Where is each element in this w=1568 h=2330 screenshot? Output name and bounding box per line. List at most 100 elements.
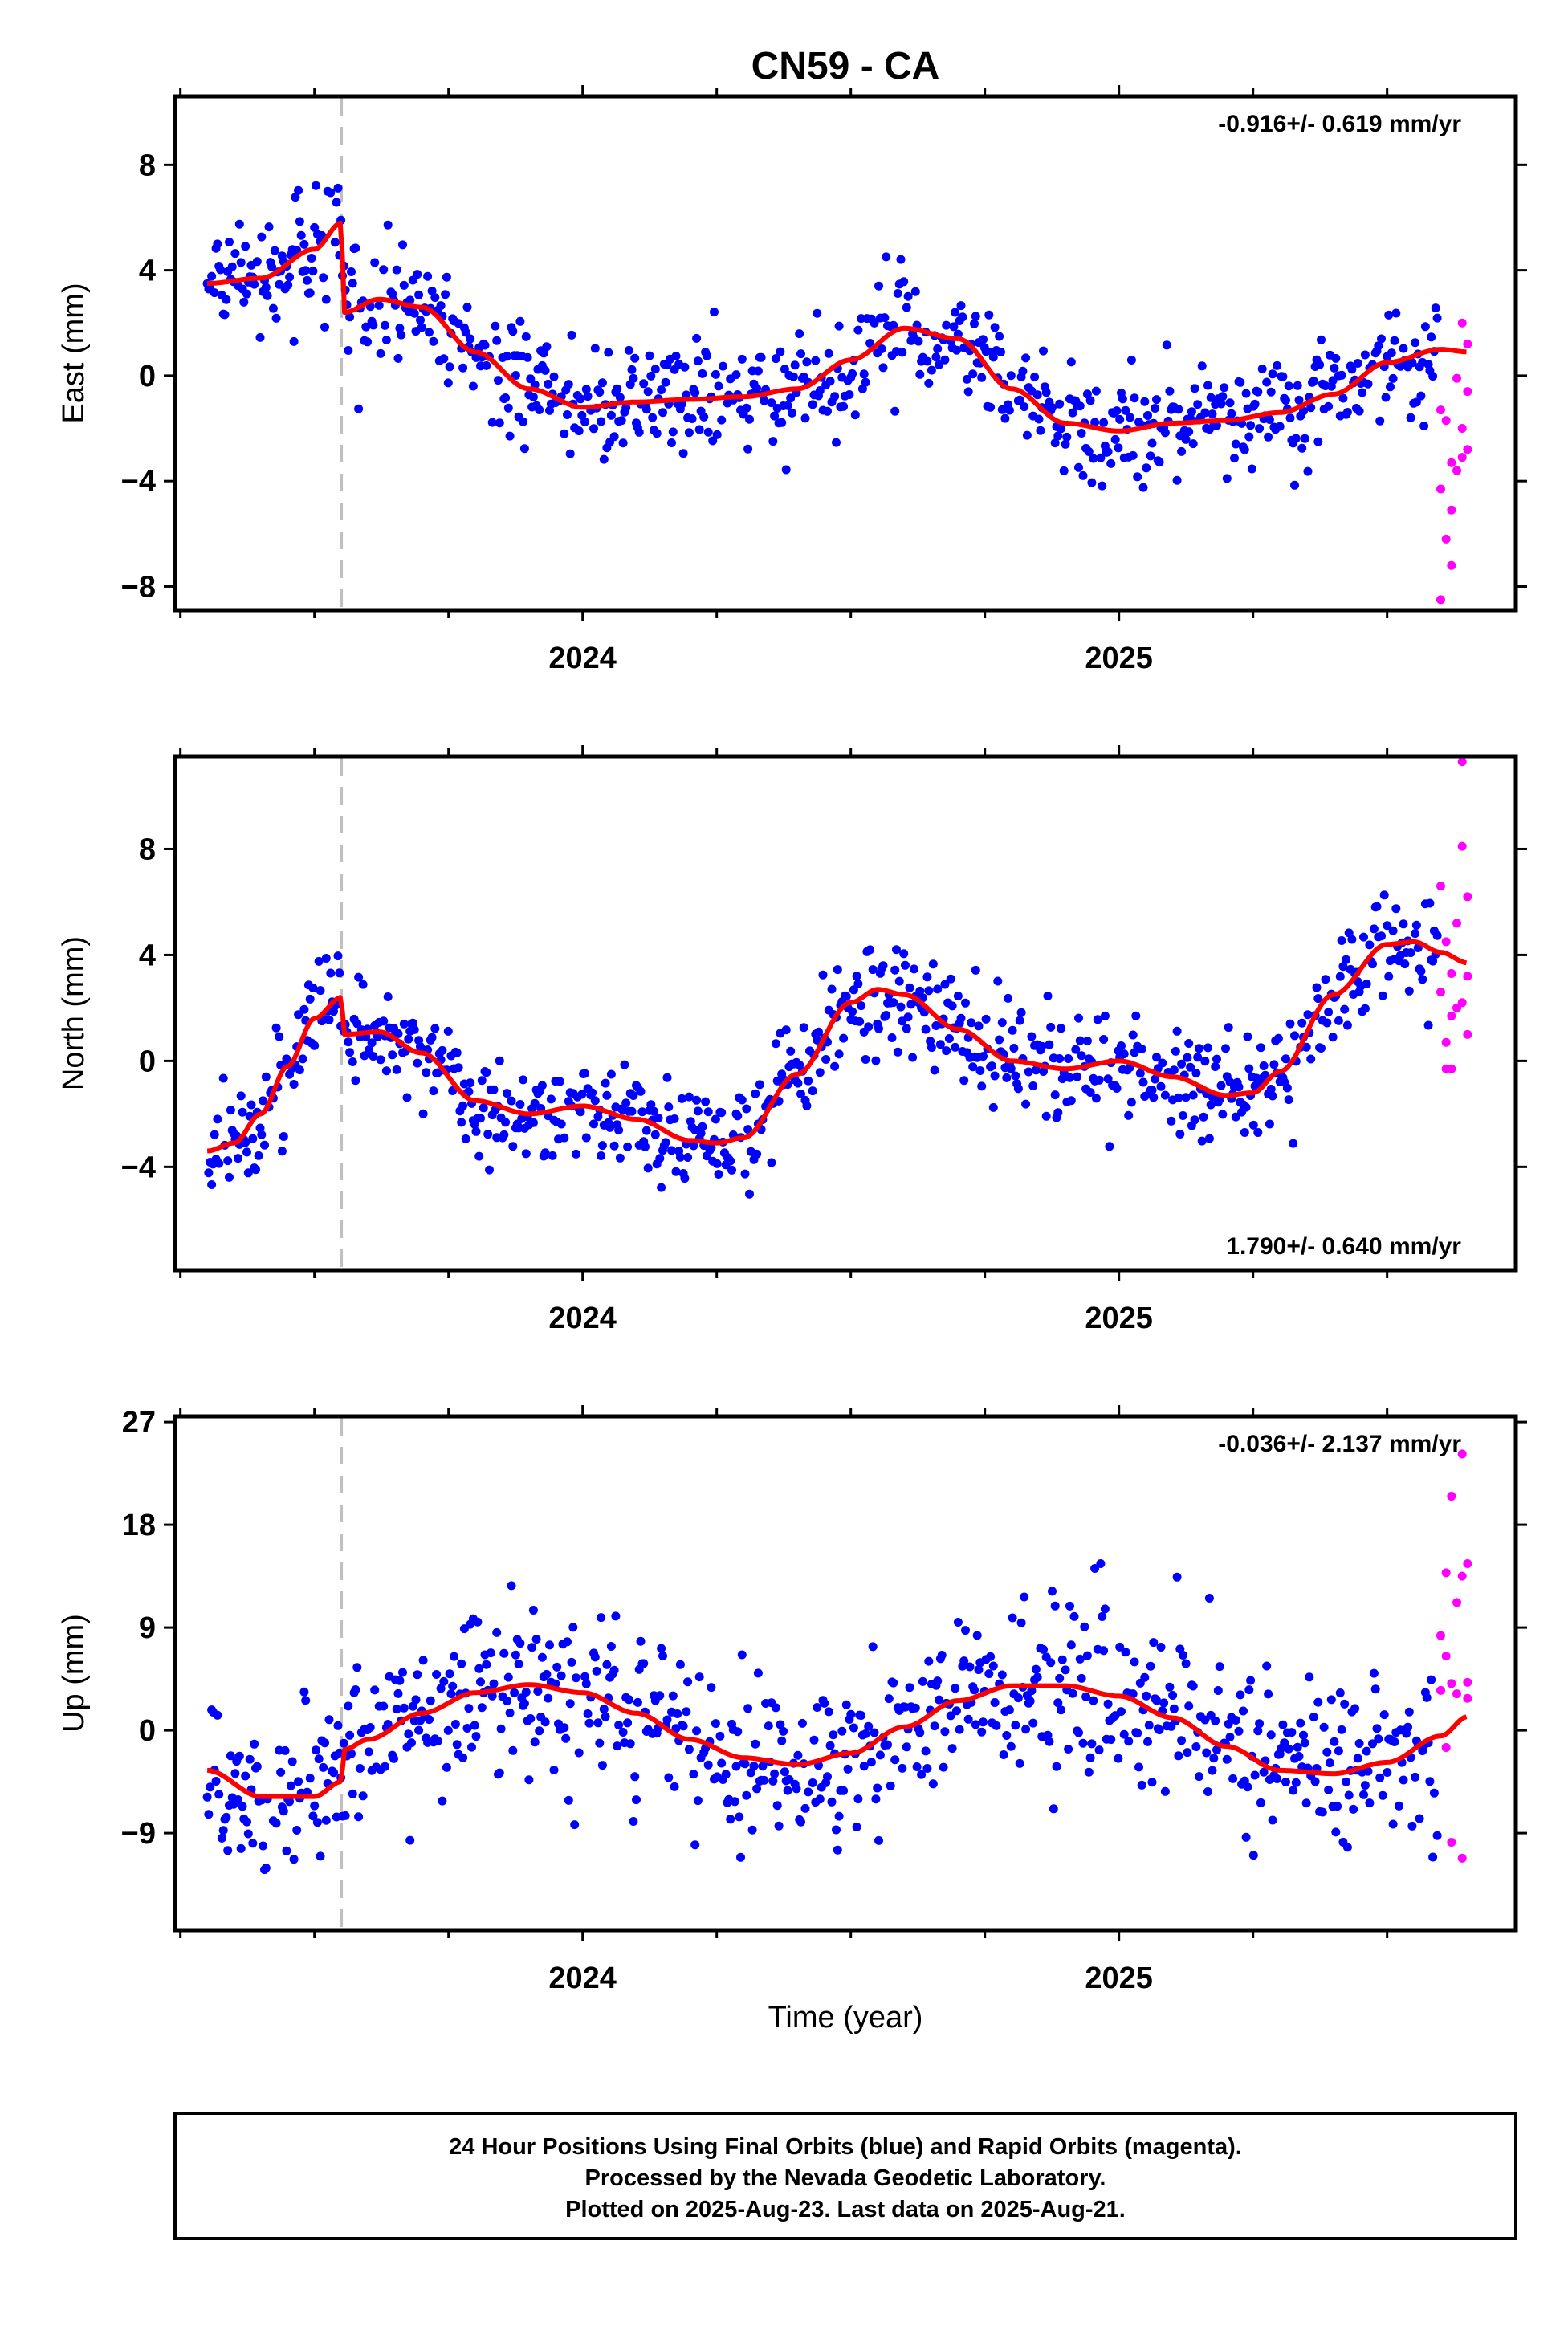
final-point xyxy=(597,1761,607,1770)
final-point xyxy=(1407,358,1417,368)
rapid-point xyxy=(1463,445,1472,454)
model-curve xyxy=(206,1682,1468,1799)
final-point xyxy=(786,1046,796,1056)
final-point xyxy=(882,252,891,262)
up-panel: −9 0 9 18 27 2024 2025 Up (mm) -0.036+/- 2.137 m… xyxy=(57,1405,1527,1995)
final-point xyxy=(784,1774,794,1784)
final-point xyxy=(1429,1788,1439,1798)
final-point xyxy=(312,1745,320,1755)
caption-line-1: 24 Hour Positions Using Final Orbits (bl… xyxy=(449,2134,1242,2160)
final-point xyxy=(993,976,1003,986)
final-point xyxy=(409,308,419,318)
final-point xyxy=(1094,1075,1104,1085)
final-point xyxy=(829,1730,838,1740)
final-point xyxy=(1080,1622,1089,1631)
rapid-point xyxy=(1452,1598,1462,1607)
final-point xyxy=(210,288,219,298)
final-point xyxy=(595,388,605,397)
final-point xyxy=(1099,1035,1109,1044)
final-point xyxy=(979,1717,988,1727)
final-point xyxy=(1006,1064,1016,1073)
final-point xyxy=(818,970,828,980)
final-point xyxy=(1330,1737,1339,1746)
final-point xyxy=(768,1776,778,1786)
final-point xyxy=(1133,1729,1142,1738)
final-point xyxy=(1018,366,1028,376)
final-point xyxy=(358,980,368,989)
final-point xyxy=(1231,1112,1240,1122)
final-point xyxy=(988,1661,998,1671)
final-point xyxy=(1209,1754,1219,1763)
final-point xyxy=(267,262,277,271)
final-point xyxy=(890,1755,900,1765)
final-point xyxy=(1043,992,1053,1000)
final-point xyxy=(1082,1037,1092,1045)
final-point xyxy=(397,330,406,340)
final-point xyxy=(953,1618,963,1627)
final-point xyxy=(1310,1777,1320,1786)
final-point xyxy=(671,352,681,360)
final-point xyxy=(1428,956,1438,966)
final-point xyxy=(670,1782,679,1791)
final-point xyxy=(1313,1697,1323,1707)
final-point xyxy=(953,329,963,339)
final-point xyxy=(1368,1739,1377,1749)
final-point xyxy=(1050,1601,1060,1611)
final-point xyxy=(1337,370,1346,380)
final-point xyxy=(1313,994,1323,1004)
final-point xyxy=(1400,959,1410,969)
final-point xyxy=(515,316,525,326)
final-point xyxy=(878,363,888,373)
final-point xyxy=(1300,1738,1309,1748)
rapid-point xyxy=(1463,1029,1472,1039)
final-point xyxy=(1103,447,1113,457)
final-point xyxy=(857,384,867,393)
final-point xyxy=(1236,377,1245,387)
final-point xyxy=(1100,1011,1110,1020)
final-point xyxy=(770,411,780,421)
final-point xyxy=(1432,1831,1442,1840)
final-point xyxy=(680,362,690,372)
final-point xyxy=(620,1060,629,1069)
final-point xyxy=(599,1705,609,1714)
final-point xyxy=(880,313,890,323)
final-point xyxy=(730,1797,739,1807)
final-point xyxy=(223,1846,233,1855)
final-point xyxy=(439,1676,449,1686)
final-point xyxy=(1115,414,1125,424)
final-point xyxy=(308,267,318,276)
final-point xyxy=(301,266,311,275)
final-point xyxy=(370,258,380,267)
final-point xyxy=(918,1676,927,1686)
final-point xyxy=(848,369,857,378)
final-point xyxy=(1250,399,1260,409)
final-point xyxy=(1143,411,1152,420)
x-axis-label: Time (year) xyxy=(768,2001,923,2035)
final-point xyxy=(935,1695,944,1705)
final-point xyxy=(1039,346,1048,356)
final-point xyxy=(204,1810,214,1819)
final-point xyxy=(576,1107,585,1117)
final-point xyxy=(689,1141,698,1151)
final-point xyxy=(531,1635,541,1644)
final-point xyxy=(259,1841,268,1851)
final-point xyxy=(1053,1698,1063,1708)
final-point xyxy=(1359,932,1368,942)
final-point xyxy=(330,238,340,247)
final-point xyxy=(580,1672,589,1681)
final-point xyxy=(492,336,502,345)
final-point xyxy=(643,1163,653,1173)
final-point xyxy=(535,1726,544,1736)
final-point xyxy=(482,360,491,370)
final-point xyxy=(1057,424,1065,434)
final-point xyxy=(442,272,451,282)
final-point xyxy=(634,427,644,437)
final-point xyxy=(580,1069,589,1078)
final-point xyxy=(715,1731,725,1741)
final-point xyxy=(693,356,703,366)
final-point xyxy=(321,295,331,304)
final-point xyxy=(470,1721,479,1730)
final-point xyxy=(820,1698,829,1708)
final-point xyxy=(924,378,934,388)
y-tick-label: −8 xyxy=(121,570,156,604)
